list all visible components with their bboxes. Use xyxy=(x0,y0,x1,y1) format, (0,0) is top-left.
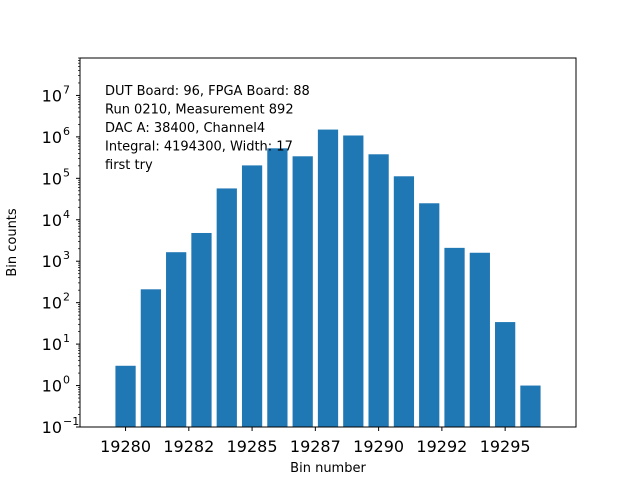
x-axis-ticks: 19280 19282 19285 19287 19290 19292 19295 xyxy=(100,427,531,456)
annotation-line: first try xyxy=(105,158,153,173)
x-tick-label: 19290 xyxy=(353,437,404,456)
y-tick-exponent: 0 xyxy=(63,374,70,387)
bar-19284 xyxy=(216,188,237,427)
y-tick-label: 10 xyxy=(42,335,62,354)
bar-19283 xyxy=(191,232,212,427)
y-tick-exponent: 1 xyxy=(63,332,70,345)
bars-group xyxy=(115,129,541,428)
y-tick-label: 10 xyxy=(42,128,62,147)
bar-19285 xyxy=(241,165,263,428)
bar-19293 xyxy=(444,247,465,427)
bar-19286 xyxy=(267,148,288,427)
bar-19280 xyxy=(115,365,136,427)
plot-frame xyxy=(79,57,577,428)
bar-19290 xyxy=(368,154,389,427)
run-info-annotation: DUT Board: 96, FPGA Board: 88 Run 0210, M… xyxy=(105,84,310,173)
bar-19288 xyxy=(317,129,339,427)
bar-19281 xyxy=(140,289,161,427)
bar-19289 xyxy=(343,135,364,427)
y-tick-label: 10 xyxy=(42,169,62,188)
x-tick-label: 19287 xyxy=(290,437,341,456)
y-tick-exponent: 3 xyxy=(63,249,70,262)
bar-19291 xyxy=(393,176,415,427)
bar-19282 xyxy=(166,252,187,427)
x-tick-label: 19282 xyxy=(163,437,214,456)
y-tick-label: 10 xyxy=(42,211,62,230)
bar-19292 xyxy=(419,203,440,427)
annotation-line: Integral: 4194300, Width: 17 xyxy=(105,140,293,155)
y-tick-exponent: 2 xyxy=(63,291,70,304)
x-tick-label: 19285 xyxy=(227,437,278,456)
y-axis-label: Bin counts xyxy=(5,208,20,277)
y-tick-label: 10 xyxy=(42,86,62,105)
y-tick-label: 10 xyxy=(42,294,62,313)
bar-19295 xyxy=(495,322,516,427)
annotation-line: Run 0210, Measurement 892 xyxy=(105,103,294,118)
y-tick-label: 10 xyxy=(42,252,62,271)
y-tick-exponent: 5 xyxy=(63,166,70,179)
bar-19294 xyxy=(469,252,490,427)
x-tick-label: 19280 xyxy=(100,437,151,456)
x-axis-label: Bin number xyxy=(290,461,366,476)
x-tick-label: 19292 xyxy=(416,437,467,456)
y-tick-label: 10 xyxy=(42,418,62,437)
y-tick-exponent: 6 xyxy=(63,125,70,138)
y-tick-exponent: −1 xyxy=(63,415,79,428)
bar-19296 xyxy=(520,385,541,427)
x-tick-label: 19295 xyxy=(480,437,531,456)
y-tick-exponent: 7 xyxy=(63,83,70,96)
bar-19287 xyxy=(292,156,313,427)
y-tick-exponent: 4 xyxy=(63,208,70,221)
y-tick-label: 10 xyxy=(42,377,62,396)
annotation-line: DUT Board: 96, FPGA Board: 88 xyxy=(105,84,310,99)
annotation-line: DAC A: 38400, Channel4 xyxy=(105,121,265,136)
